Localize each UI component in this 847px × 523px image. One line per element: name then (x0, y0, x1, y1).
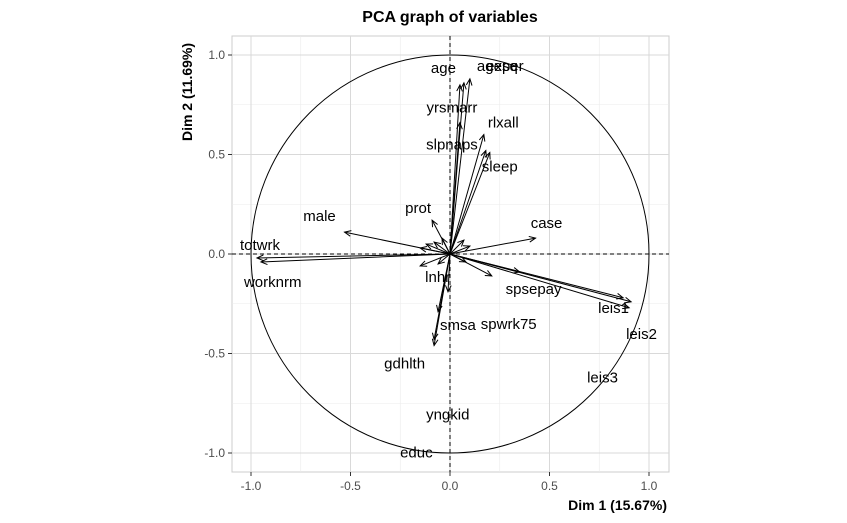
label-smsa: smsa (440, 317, 476, 334)
arrow-unlabeled (449, 253, 467, 263)
arrow-case (449, 237, 536, 255)
label-leis2: leis2 (626, 326, 657, 343)
arrowhead-worknrm (259, 258, 268, 266)
y-tick-label: 1.0 (208, 48, 225, 62)
arrowhead-spwrk75 (484, 270, 493, 277)
arrowhead-male (343, 230, 352, 237)
label-slpnaps: slpnaps (426, 137, 478, 154)
arrowhead-unlabeled (458, 256, 468, 263)
label-case: case (531, 215, 563, 232)
arrow-yrsmarr (449, 122, 461, 255)
arrowhead-yrsmarr (456, 121, 463, 130)
label-sleep: sleep (482, 159, 518, 176)
arrowhead-prot (431, 219, 438, 228)
variable-arrows (255, 77, 633, 347)
arrow-unlabeled (420, 247, 451, 255)
arrow-slpnaps (449, 150, 487, 255)
arrowhead-sleep (484, 151, 491, 160)
label-educ: educ (400, 445, 433, 462)
label-spwrk75: spwrk75 (481, 316, 537, 333)
arrow-unlabeled (437, 253, 451, 265)
arrowhead-exper (465, 77, 473, 86)
arrowhead-rlxall (478, 133, 486, 142)
arrowhead-unlabeled (437, 257, 445, 265)
arrow-worknrm (260, 253, 451, 263)
arrowhead-case (528, 235, 537, 243)
arrow-unlabeled (441, 237, 451, 255)
arrowhead-educ (431, 338, 439, 347)
chart-title: PCA graph of variables (362, 9, 538, 26)
x-tick-label: 1.0 (641, 479, 658, 493)
x-tick-label: 0.0 (442, 479, 459, 493)
arrow-unlabeled (449, 239, 465, 255)
arrowhead-spsepay (512, 267, 521, 274)
arrowhead-totwrk (255, 254, 264, 262)
label-yrsmarr: yrsmarr (427, 100, 478, 117)
arrowhead-yngkid (431, 332, 439, 341)
correlation-circle (250, 54, 650, 454)
arrow-rlxall (449, 134, 485, 255)
y-tick-label: -0.5 (204, 347, 225, 361)
x-tick-label: 0.5 (541, 479, 558, 493)
y-tick-label: 0.5 (208, 148, 225, 162)
arrow-unlabeled (433, 241, 451, 255)
arrow-educ (433, 253, 451, 346)
label-leis3: leis3 (587, 370, 618, 387)
arrow-lnhr (419, 253, 451, 267)
arrowhead-age (456, 83, 463, 92)
label-worknrm: worknrm (243, 274, 302, 291)
y-axis-ticks: -1.0 -0.5 0.0 0.5 1.0 (204, 48, 232, 460)
label-yngkid: yngkid (426, 407, 469, 424)
label-totwrk: totwrk (240, 237, 281, 254)
arrowhead-unlabeled (441, 236, 448, 246)
label-agesq: agesq (477, 58, 518, 75)
arrowhead-slpnaps (480, 149, 487, 158)
arrow-totwrk (256, 253, 451, 259)
arrowhead-unlabeled (433, 241, 442, 249)
arrowhead-unlabeled (462, 245, 472, 252)
arrowhead-leis3 (622, 302, 631, 310)
label-rlxall: rlxall (488, 115, 519, 132)
label-male: male (303, 208, 336, 225)
arrow-unlabeled (425, 243, 451, 255)
arrowhead-agesq (460, 81, 467, 90)
arrowhead-unlabeled (457, 239, 465, 247)
arrowhead-smsa (445, 285, 452, 294)
arrowhead-unlabeled (418, 245, 428, 253)
arrow-leis3 (449, 253, 630, 309)
arrowhead-unlabeled (424, 243, 434, 250)
label-age: age (431, 60, 456, 77)
label-exper: exper (486, 58, 524, 75)
label-leis1: leis1 (598, 300, 629, 317)
x-axis-title: Dim 1 (15.67%) (568, 497, 667, 513)
y-axis-title: Dim 2 (11.69%) (179, 43, 195, 141)
label-spsepay: spsepay (506, 281, 562, 298)
arrow-unlabeled (449, 245, 471, 255)
label-gdhlth: gdhlth (384, 356, 425, 373)
arrow-exper (449, 78, 471, 255)
x-tick-label: -0.5 (340, 479, 361, 493)
x-axis-ticks: -1.0 -0.5 0.0 0.5 1.0 (241, 472, 658, 493)
label-prot: prot (405, 200, 432, 217)
x-tick-label: -1.0 (241, 479, 262, 493)
label-lnhr: lnhr (425, 269, 450, 286)
arrow-sleep (449, 152, 491, 255)
arrowhead-lnhr (419, 260, 428, 267)
arrow-smsa (447, 253, 451, 292)
y-tick-label: -1.0 (204, 446, 225, 460)
y-tick-label: 0.0 (208, 247, 225, 261)
arrowhead-leis2 (624, 296, 633, 304)
